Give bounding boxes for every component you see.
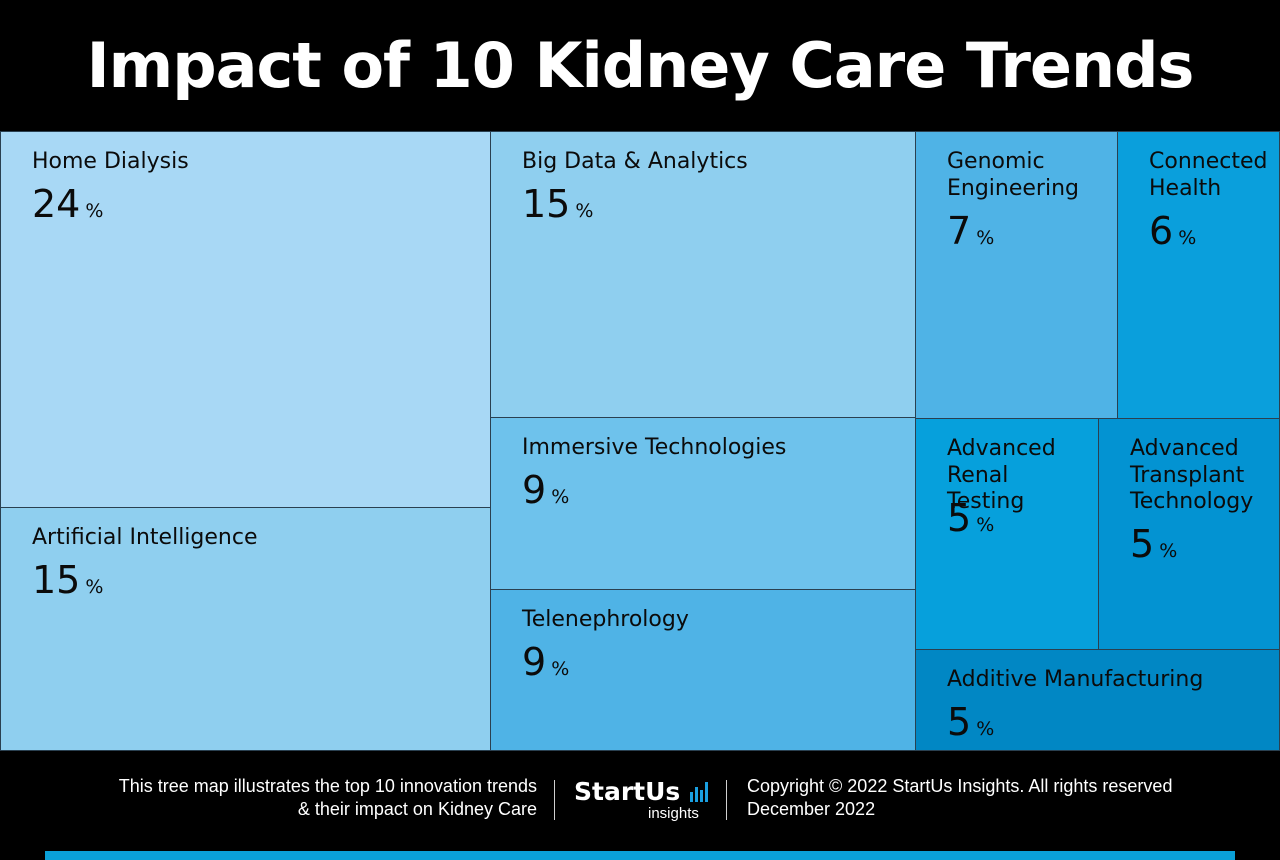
tile-value-number: 7 [947, 209, 972, 253]
tile-value-number: 24 [32, 182, 81, 226]
tile-label: Additive Manufacturing [947, 667, 1204, 692]
tile-label: Connected Health [1149, 149, 1268, 201]
tile-value-unit: % [85, 576, 104, 598]
tile-value-number: 9 [522, 640, 547, 684]
tile-value-number: 5 [947, 496, 972, 540]
treemap-tile: Home Dialysis 24% [0, 131, 491, 508]
logo-sub-text: insights [648, 805, 699, 822]
treemap-tile: Connected Health 6% [1117, 131, 1280, 419]
chart-title: Impact of 10 Kidney Care Trends [86, 29, 1195, 102]
tile-value-number: 5 [1130, 522, 1155, 566]
tile-label: Immersive Technologies [522, 435, 787, 460]
copyright-text: Copyright © 2022 StartUs Insights. All r… [747, 776, 1173, 796]
tile-label: Advanced Transplant Technology [1130, 436, 1254, 514]
tile-value-unit: % [575, 200, 594, 222]
tile-value-unit: % [1178, 227, 1197, 249]
tile-value: 5% [947, 496, 994, 547]
tile-label: Big Data & Analytics [522, 149, 748, 174]
startus-logo: StartUs insights [574, 778, 714, 824]
tile-value: 5% [947, 700, 994, 751]
tile-value: 9% [522, 468, 569, 519]
treemap: Home Dialysis 24% Artificial Intelligence 1… [0, 131, 1280, 751]
tile-value-unit: % [976, 514, 995, 536]
tile-value-unit: % [551, 486, 570, 508]
treemap-tile: Genomic Engineering 7% [915, 131, 1118, 419]
tile-value: 6% [1149, 209, 1196, 260]
footer-divider-left [554, 780, 555, 820]
footer-divider-right [726, 780, 727, 820]
tile-value-number: 15 [522, 182, 571, 226]
tile-value-unit: % [1159, 540, 1178, 562]
tile-value-number: 5 [947, 700, 972, 744]
footer-description: This tree map illustrates the top 10 inn… [118, 776, 537, 819]
bottom-accent-bar [45, 851, 1235, 860]
treemap-tile: Immersive Technologies 9% [490, 417, 916, 590]
tile-value-unit: % [85, 200, 104, 222]
tile-value: 15% [32, 558, 103, 609]
tile-value-unit: % [976, 227, 995, 249]
treemap-tile: Additive Manufacturing 5% [915, 649, 1280, 751]
tile-value: 24% [32, 182, 103, 233]
tile-value-number: 6 [1149, 209, 1174, 253]
date-text: December 2022 [747, 799, 876, 819]
tile-label: Artificial Intelligence [32, 525, 258, 550]
treemap-tile: Telenephrology 9% [490, 589, 916, 751]
treemap-tile: Advanced Renal Testing 5% [915, 418, 1099, 650]
tile-label: Advanced Renal Testing [947, 436, 1056, 514]
tile-value: 5% [1130, 522, 1177, 573]
footer-copyright-block: Copyright © 2022 StartUs Insights. All r… [747, 775, 1172, 821]
tile-value: 7% [947, 209, 994, 260]
treemap-tile: Artificial Intelligence 15% [0, 507, 491, 751]
logo-main-text: StartUs [574, 777, 681, 806]
tile-label: Genomic Engineering [947, 149, 1079, 201]
tile-value-number: 15 [32, 558, 81, 602]
footer: This tree map illustrates the top 10 inn… [0, 752, 1280, 860]
tile-value-unit: % [976, 718, 995, 740]
treemap-tile: Advanced Transplant Technology 5% [1098, 418, 1280, 650]
tile-value: 9% [522, 640, 569, 691]
tile-value: 15% [522, 182, 593, 233]
tile-label: Telenephrology [522, 607, 689, 632]
tile-label: Home Dialysis [32, 149, 189, 174]
tile-value-number: 9 [522, 468, 547, 512]
tile-value-unit: % [551, 658, 570, 680]
treemap-tile: Big Data & Analytics 15% [490, 131, 916, 418]
